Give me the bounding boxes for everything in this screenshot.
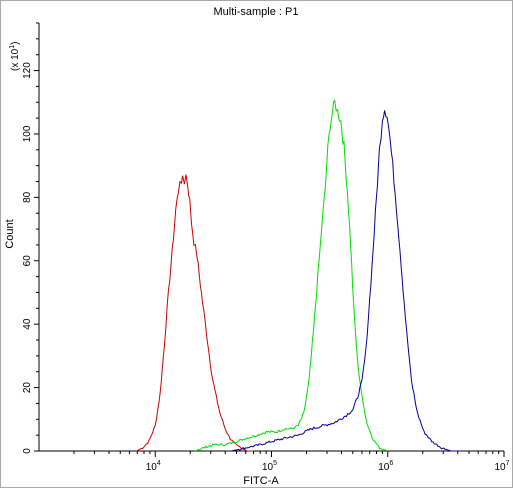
- ticks: 0 20 40 60 80 100 120 104 105 106 107: [22, 22, 510, 473]
- y-tick-label: 60: [22, 255, 33, 267]
- y-tick-label: 100: [22, 125, 33, 142]
- y-tick-label: 0: [22, 448, 33, 454]
- x-tick-label: 104: [146, 460, 161, 473]
- y-tick-label: 80: [22, 191, 33, 203]
- y-tick-label: 40: [22, 318, 33, 330]
- x-axis-label: FITC-A: [243, 475, 279, 487]
- series-line-2: [194, 99, 388, 452]
- series-layer: [136, 99, 461, 452]
- chart-title: Multi-sample : P1: [214, 6, 299, 18]
- y-multiplier-label: (x 101): [9, 42, 21, 71]
- series-line-3: [231, 110, 461, 452]
- axes: [38, 23, 504, 452]
- y-axis-label: Count: [4, 219, 16, 248]
- series-line-1: [136, 174, 254, 452]
- x-tick-label: 106: [378, 460, 393, 473]
- y-tick-label: 120: [22, 62, 33, 79]
- x-tick-label: 105: [262, 460, 277, 473]
- y-tick-label: 20: [22, 382, 33, 394]
- x-tick-label: 107: [494, 460, 509, 473]
